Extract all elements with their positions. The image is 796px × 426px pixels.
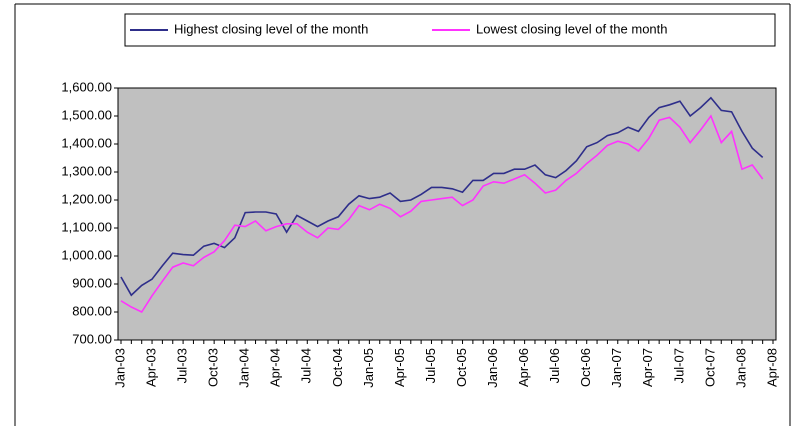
x-tick-label: Oct-04	[330, 348, 345, 387]
y-tick-label: 1,100.00	[61, 219, 112, 234]
y-tick-label: 1,300.00	[61, 163, 112, 178]
x-tick-label: Jul-04	[299, 348, 314, 383]
y-tick-label: 1,500.00	[61, 107, 112, 122]
x-tick-label: Apr-08	[764, 348, 779, 387]
x-tick-label: Jan-05	[361, 348, 376, 388]
x-tick-label: Apr-03	[143, 348, 158, 387]
x-tick-label: Apr-04	[268, 348, 283, 387]
x-tick-label: Jul-06	[547, 348, 562, 383]
legend-label: Lowest closing level of the month	[476, 21, 668, 36]
y-tick-label: 1,000.00	[61, 247, 112, 262]
x-tick-label: Jan-03	[112, 348, 127, 388]
x-tick-label: Oct-06	[578, 348, 593, 387]
series-line	[120, 96, 764, 297]
x-tick-label: Apr-06	[516, 348, 531, 387]
x-tick-label: Jul-07	[671, 348, 686, 383]
x-tick-label: Jul-03	[175, 348, 190, 383]
legend-label: Highest closing level of the month	[174, 21, 368, 36]
y-tick-label: 1,200.00	[61, 191, 112, 206]
series-line	[120, 114, 764, 314]
x-tick-label: Oct-03	[206, 348, 221, 387]
x-tick-label: Jul-05	[423, 348, 438, 383]
y-tick-label: 900.00	[72, 275, 112, 290]
x-tick-label: Apr-07	[640, 348, 655, 387]
y-tick-label: 1,400.00	[61, 135, 112, 150]
x-tick-label: Oct-07	[702, 348, 717, 387]
y-tick-label: 800.00	[72, 303, 112, 318]
x-tick-label: Jan-06	[485, 348, 500, 388]
x-tick-label: Oct-05	[454, 348, 469, 387]
x-tick-label: Apr-05	[392, 348, 407, 387]
plot-area	[117, 87, 777, 341]
x-tick-label: Jan-07	[609, 348, 624, 388]
x-tick-label: Jan-04	[237, 348, 252, 388]
y-tick-label: 1,600.00	[61, 79, 112, 94]
y-tick-label: 700.00	[72, 331, 112, 346]
x-tick-label: Jan-08	[733, 348, 748, 388]
